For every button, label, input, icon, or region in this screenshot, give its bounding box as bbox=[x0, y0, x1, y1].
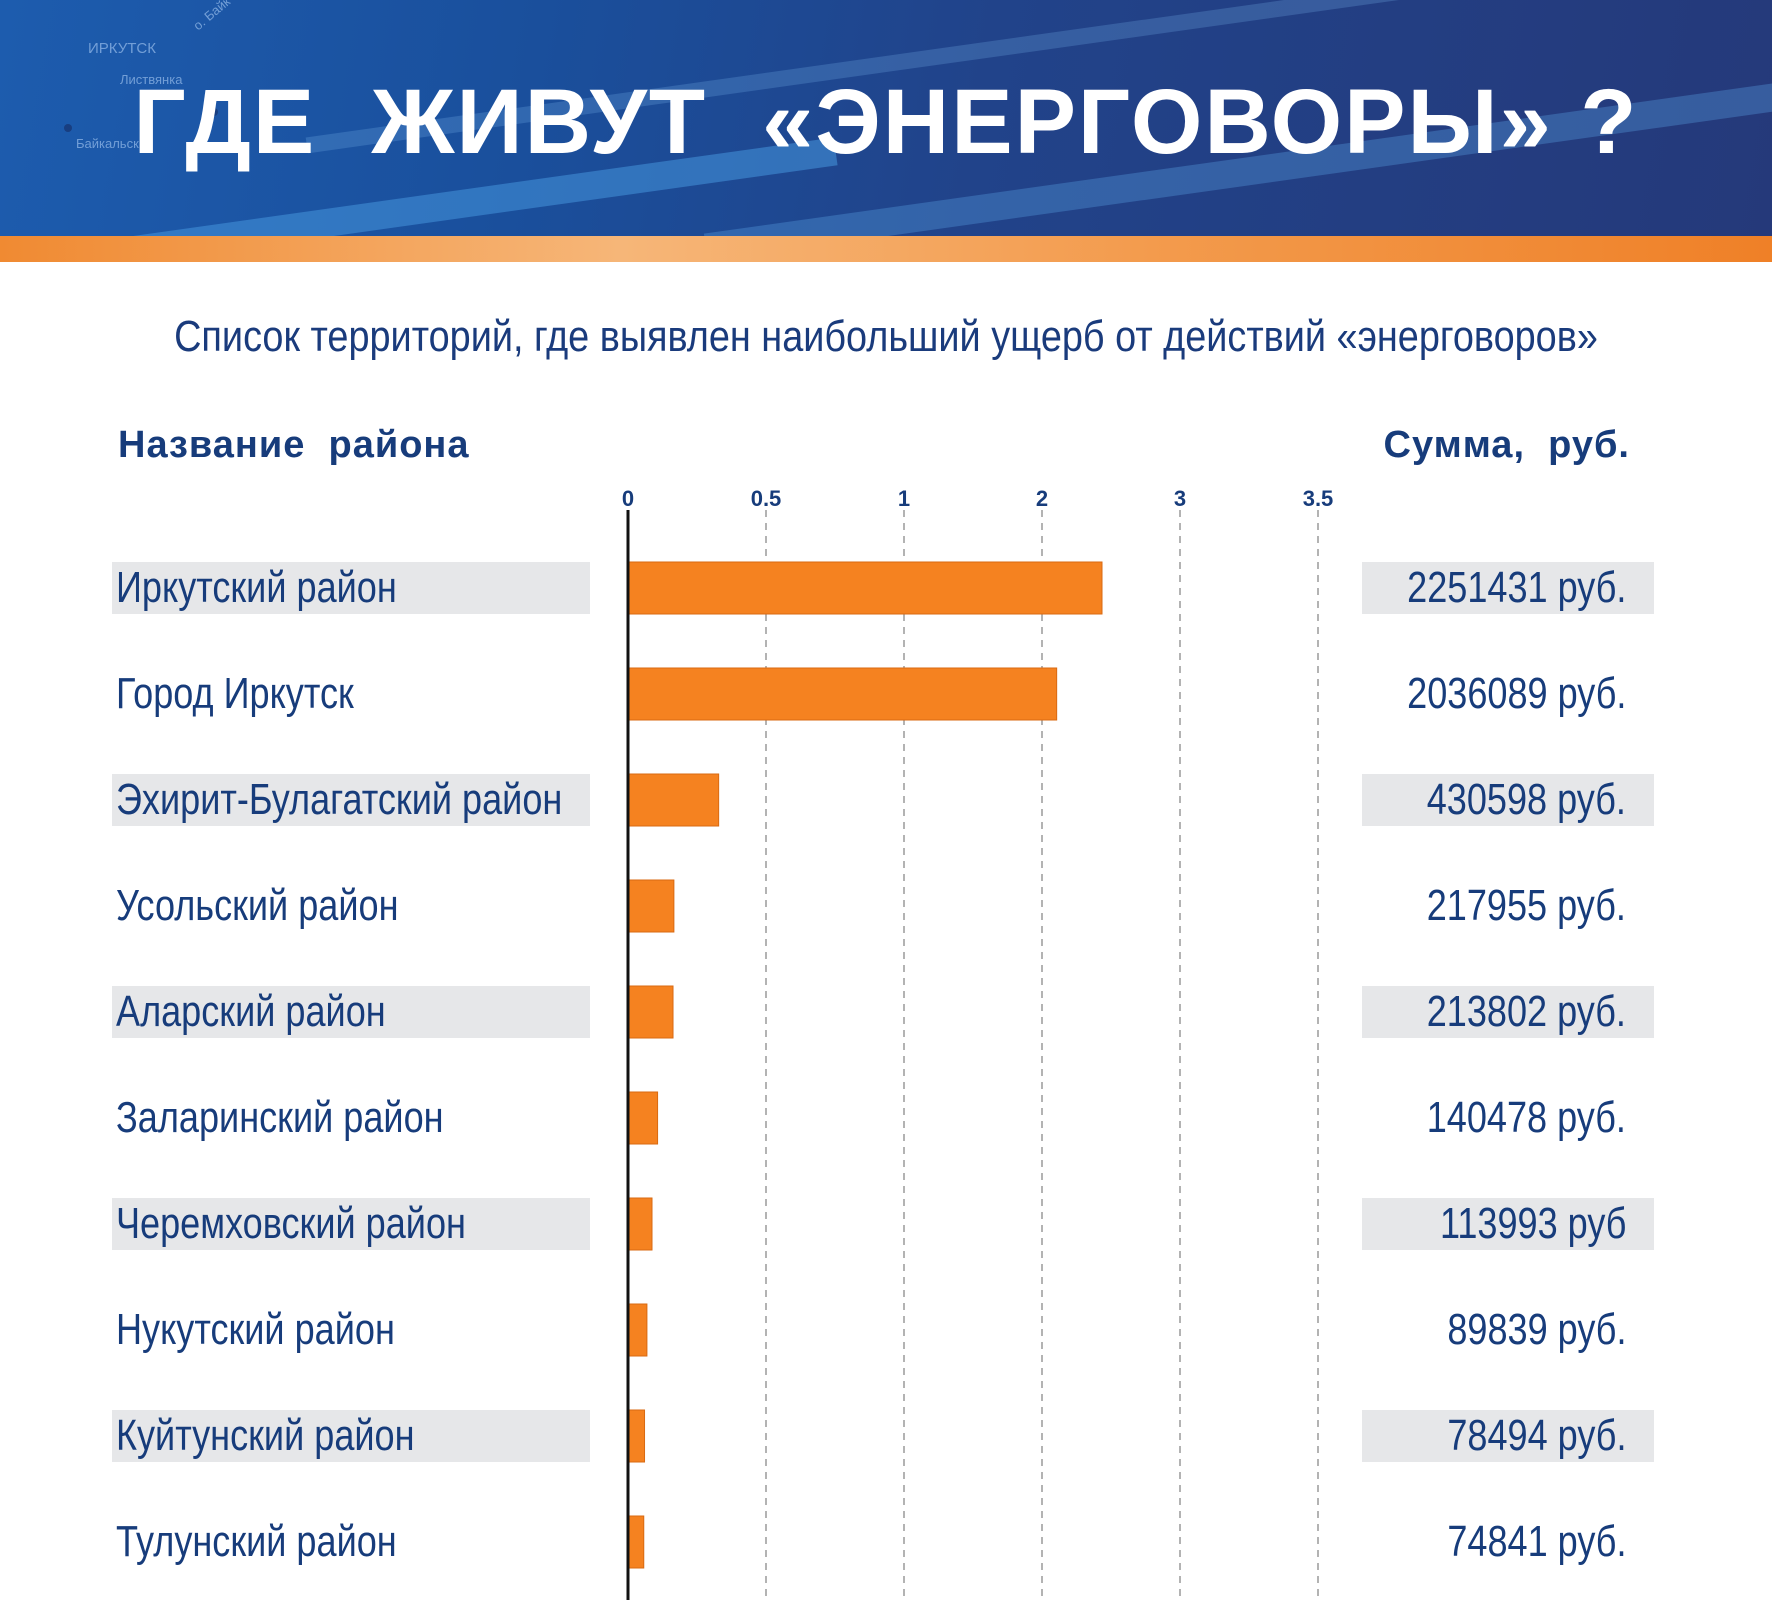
tick-label: 0.5 bbox=[750, 486, 782, 511]
row-shading bbox=[1362, 774, 1654, 826]
category-label: Усольский район bbox=[116, 881, 399, 930]
tick-label: 1 bbox=[897, 486, 911, 511]
map-label: Байкальск bbox=[76, 136, 139, 151]
tick-label: 2 bbox=[1035, 486, 1049, 511]
sum-column-header: Сумма, руб. bbox=[1383, 424, 1630, 466]
value-label: 113993 руб bbox=[1439, 1199, 1626, 1248]
category-label: Иркутский район bbox=[116, 563, 397, 612]
bar bbox=[627, 667, 1058, 721]
tick-label: 3.5 bbox=[1302, 486, 1334, 511]
value-label: 213802 руб. bbox=[1426, 987, 1626, 1036]
map-label: ИРКУТСК bbox=[88, 40, 156, 57]
row-shading bbox=[1362, 1198, 1654, 1250]
category-label: Аларский район bbox=[116, 987, 386, 1036]
row-shading bbox=[112, 1198, 590, 1250]
category-label: Заларинский район bbox=[116, 1093, 444, 1142]
row-shading bbox=[1362, 1410, 1654, 1462]
row-shading bbox=[112, 774, 590, 826]
page-title: ГДЕ ЖИВУТ «ЭНЕРГОВОРЫ» ? bbox=[133, 71, 1639, 173]
category-label: Эхирит-Булагатский район bbox=[116, 775, 563, 824]
bar bbox=[627, 561, 1103, 615]
category-label: Куйтунский район bbox=[116, 1411, 415, 1460]
bar bbox=[627, 1197, 653, 1251]
category-label: Черемховский район bbox=[116, 1199, 466, 1248]
bar bbox=[627, 1409, 646, 1463]
bar bbox=[627, 1091, 659, 1145]
tick-label: 3 bbox=[1173, 486, 1187, 511]
map-dot bbox=[210, 108, 218, 116]
header-banner: ИРКУТСК Листвянка Байкальск о. Байк ГДЕ … bbox=[0, 0, 1772, 262]
value-label: 78494 руб. bbox=[1446, 1411, 1626, 1460]
tick-label: 0 bbox=[621, 486, 635, 511]
chart-subtitle: Список территорий, где выявлен наибольши… bbox=[174, 312, 1598, 361]
value-label: 89839 руб. bbox=[1446, 1305, 1626, 1354]
row-shading bbox=[112, 562, 590, 614]
value-label: 140478 руб. bbox=[1426, 1093, 1626, 1142]
row-shading bbox=[1362, 986, 1654, 1038]
bar bbox=[627, 773, 720, 827]
row-shading bbox=[112, 1410, 590, 1462]
map-label: Листвянка bbox=[120, 72, 183, 87]
value-label: 217955 руб. bbox=[1426, 881, 1626, 930]
bar bbox=[627, 1303, 648, 1357]
value-label: 2251431 руб. bbox=[1406, 563, 1626, 612]
value-label: 430598 руб. bbox=[1426, 775, 1626, 824]
map-dot bbox=[64, 124, 72, 132]
value-label: 2036089 руб. bbox=[1406, 669, 1626, 718]
header-stripe bbox=[0, 236, 1772, 262]
row-shading bbox=[1362, 562, 1654, 614]
category-label: Нукутский район bbox=[116, 1305, 395, 1354]
category-label: Тулунский район bbox=[116, 1517, 397, 1566]
value-label: 74841 руб. bbox=[1446, 1517, 1626, 1566]
category-label: Город Иркутск bbox=[116, 669, 354, 718]
bar bbox=[627, 1515, 645, 1569]
bar bbox=[627, 879, 675, 933]
name-column-header: Название района bbox=[118, 424, 470, 466]
bar bbox=[627, 985, 674, 1039]
row-shading bbox=[112, 986, 590, 1038]
